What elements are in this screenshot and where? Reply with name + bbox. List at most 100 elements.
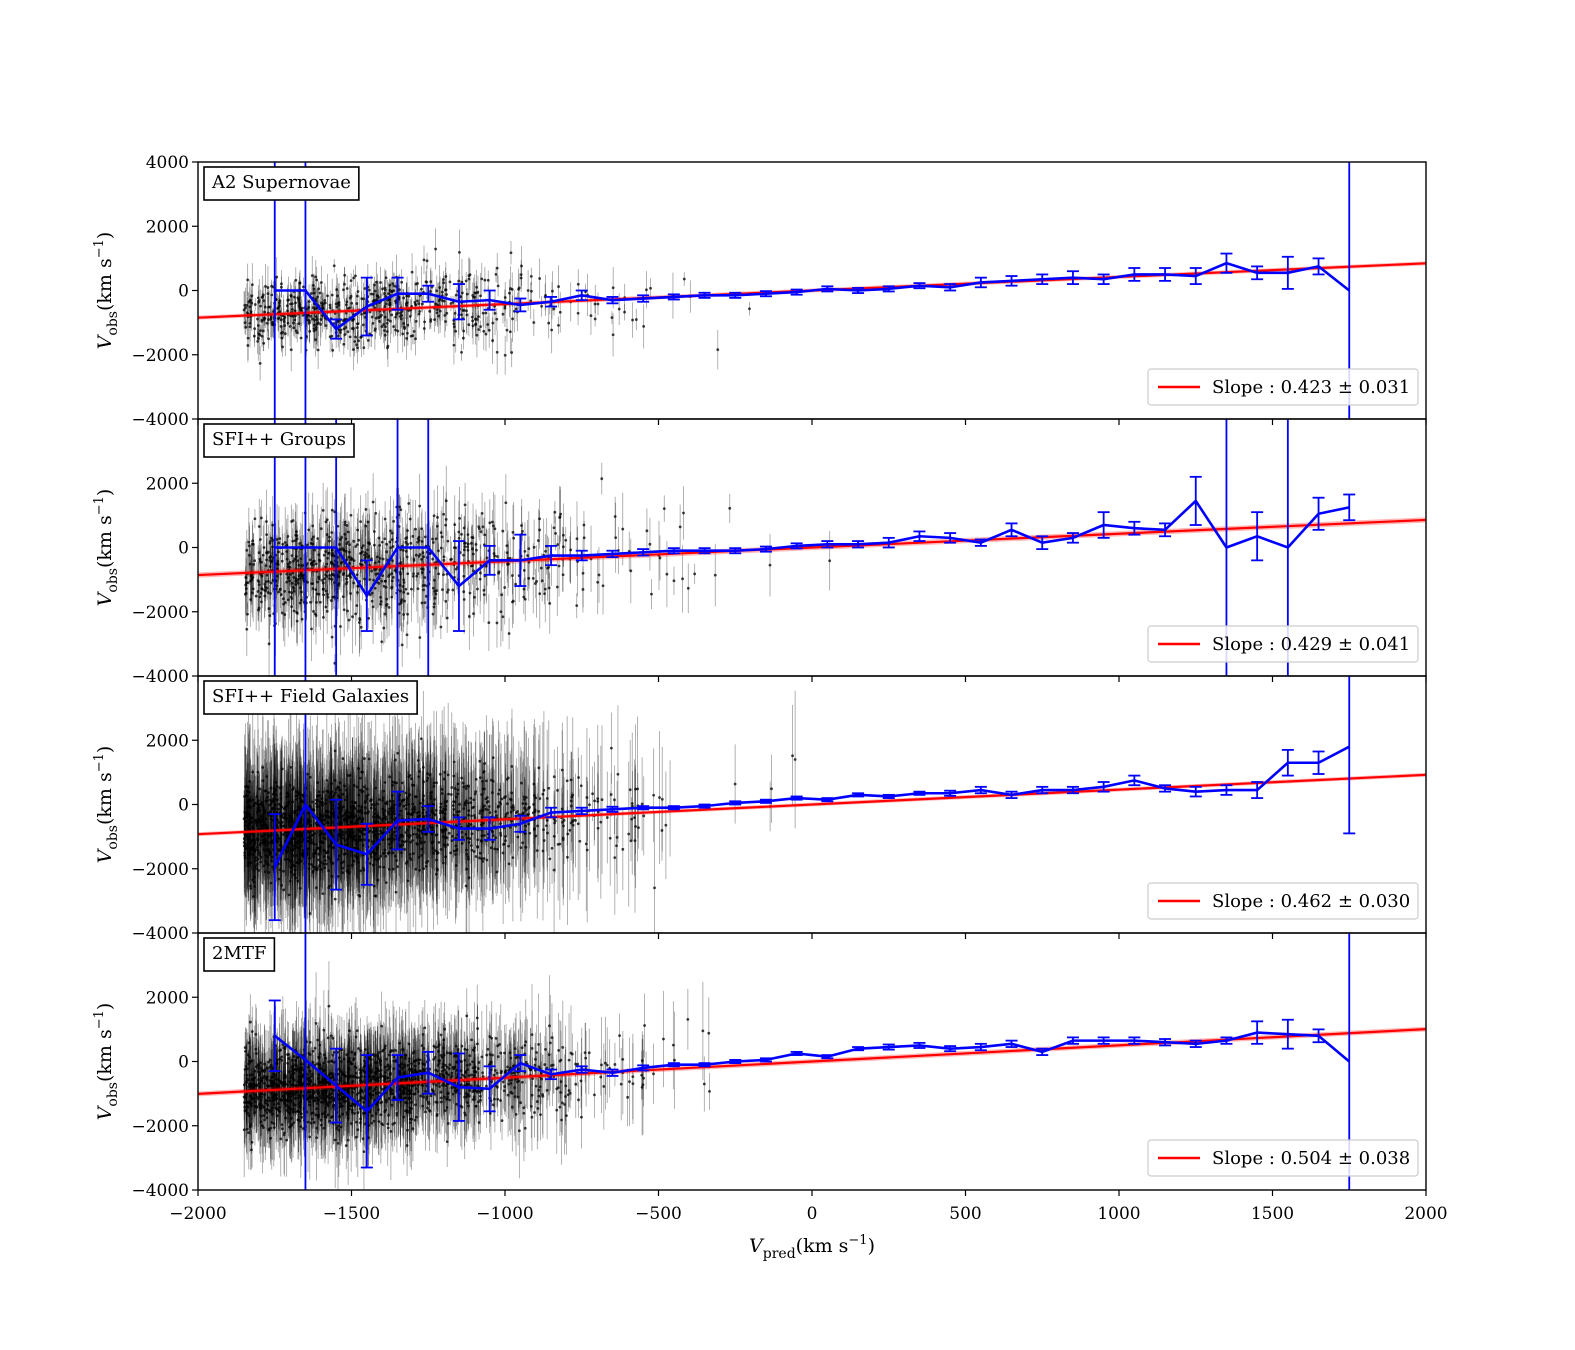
data-point [500, 593, 504, 597]
data-point [394, 569, 398, 572]
data-point [294, 831, 298, 835]
data-point [351, 831, 354, 835]
data-point [596, 580, 600, 584]
data-point [495, 266, 499, 270]
data-point [389, 546, 393, 550]
data-point [560, 768, 564, 772]
data-point [438, 309, 442, 313]
data-point [355, 326, 359, 329]
data-point [533, 827, 536, 831]
data-point [314, 297, 318, 301]
data-point [316, 348, 320, 352]
data-point [280, 559, 284, 563]
data-point [351, 615, 354, 619]
data-point [277, 590, 281, 594]
legend-box [1147, 368, 1419, 406]
data-point [247, 805, 250, 809]
data-point [251, 826, 255, 829]
data-point [270, 323, 274, 326]
data-point [389, 529, 392, 533]
data-point [344, 549, 348, 553]
data-point [337, 328, 341, 332]
data-point [244, 306, 247, 310]
data-point [289, 294, 293, 298]
data-point [313, 307, 317, 311]
data-point [314, 328, 318, 332]
data-point [382, 584, 386, 588]
data-point [415, 835, 419, 839]
data-point [693, 572, 697, 576]
data-point [245, 627, 249, 631]
data-point [629, 569, 633, 573]
data-point [352, 804, 356, 808]
data-point [312, 610, 315, 613]
data-point [418, 836, 422, 840]
binned-line [274, 498, 1350, 599]
data-point [349, 575, 353, 579]
data-point [486, 278, 490, 282]
data-point [317, 287, 320, 291]
data-point [466, 548, 470, 552]
data-point [377, 832, 381, 836]
data-point [309, 314, 313, 318]
data-point [460, 532, 463, 536]
data-point [338, 788, 342, 792]
data-point [295, 537, 299, 541]
data-point [319, 800, 322, 804]
data-point [258, 560, 262, 563]
data-point [299, 598, 303, 602]
data-point [491, 840, 495, 844]
data-point [411, 534, 415, 538]
data-point [770, 787, 773, 791]
data-point [259, 591, 263, 595]
data-point [547, 321, 551, 325]
data-point [487, 805, 491, 808]
data-point [364, 508, 368, 511]
data-point [617, 307, 621, 311]
data-point [292, 587, 296, 590]
data-point [672, 579, 676, 583]
data-point [627, 832, 631, 836]
data-point [259, 329, 262, 333]
data-point [482, 834, 486, 837]
data-point [286, 562, 290, 566]
data-point [471, 324, 475, 328]
binned-series [273, 419, 1356, 676]
data-point [312, 323, 316, 327]
data-point [394, 299, 397, 303]
data-point [397, 525, 401, 528]
data-point [444, 518, 448, 521]
data-point [307, 305, 311, 309]
data-point [252, 563, 256, 566]
data-point [377, 857, 381, 860]
data-point [536, 824, 539, 828]
data-point [242, 837, 246, 841]
data-point [298, 542, 302, 545]
data-point [349, 805, 353, 808]
data-point [634, 318, 638, 321]
data-point [642, 814, 646, 818]
data-point [265, 533, 269, 537]
data-point [349, 294, 353, 298]
data-point [645, 288, 648, 292]
data-point [336, 294, 339, 298]
data-point [288, 879, 292, 883]
data-point [416, 572, 420, 576]
data-point [359, 869, 363, 873]
data-point [336, 555, 340, 559]
data-point [479, 530, 483, 534]
data-point [342, 572, 346, 575]
data-point [417, 810, 421, 814]
data-point [480, 839, 484, 843]
data-point [434, 537, 438, 541]
data-point [468, 837, 472, 841]
data-point [283, 601, 287, 604]
data-point [245, 304, 249, 307]
data-point [326, 593, 329, 596]
y-axis-label-part: ) [94, 232, 116, 239]
data-point [451, 804, 455, 807]
data-point [279, 285, 283, 289]
data-point [289, 870, 293, 874]
data-point [316, 781, 320, 785]
data-point [768, 563, 772, 567]
